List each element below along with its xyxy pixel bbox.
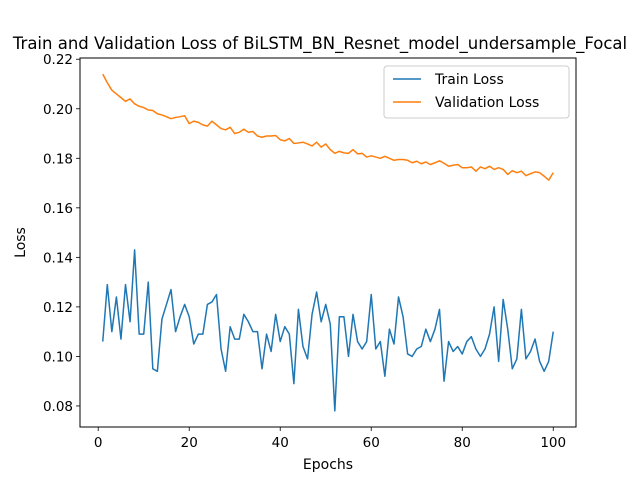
y-tick-label: 0.18 (43, 151, 73, 167)
y-tick-label: 0.10 (43, 349, 73, 365)
series-line-train-loss (102, 249, 554, 412)
y-tick-label: 0.08 (43, 399, 73, 415)
x-tick-label: 60 (363, 435, 380, 451)
y-tick-label: 0.20 (43, 102, 73, 118)
x-tick-label: 100 (540, 435, 566, 451)
x-tick-label: 0 (94, 435, 103, 451)
y-tick-label: 0.14 (43, 250, 73, 266)
x-tick-label: 40 (272, 435, 289, 451)
x-axis-ticks: 0 20 40 60 80 100 (94, 427, 566, 451)
series-line-validation-loss (102, 73, 554, 181)
legend-label: Train Loss (434, 72, 504, 88)
chart-title: Train and Validation Loss of BiLSTM_BN_R… (12, 34, 627, 54)
x-tick-label: 80 (454, 435, 471, 451)
y-axis-label: Loss (13, 227, 29, 258)
y-axis-ticks: 0.08 0.10 0.12 0.14 0.16 0.18 0.20 0.22 (43, 52, 80, 415)
y-tick-label: 0.12 (43, 300, 73, 316)
legend-box (383, 65, 570, 119)
legend: Train Loss Validation Loss (383, 65, 570, 119)
x-tick-label: 20 (181, 435, 198, 451)
series-layer (102, 73, 554, 412)
x-axis-label: Epochs (303, 457, 353, 473)
legend-label: Validation Loss (435, 95, 539, 111)
y-tick-label: 0.22 (43, 52, 73, 68)
y-tick-label: 0.16 (43, 201, 73, 217)
axes-frame (79, 57, 577, 428)
